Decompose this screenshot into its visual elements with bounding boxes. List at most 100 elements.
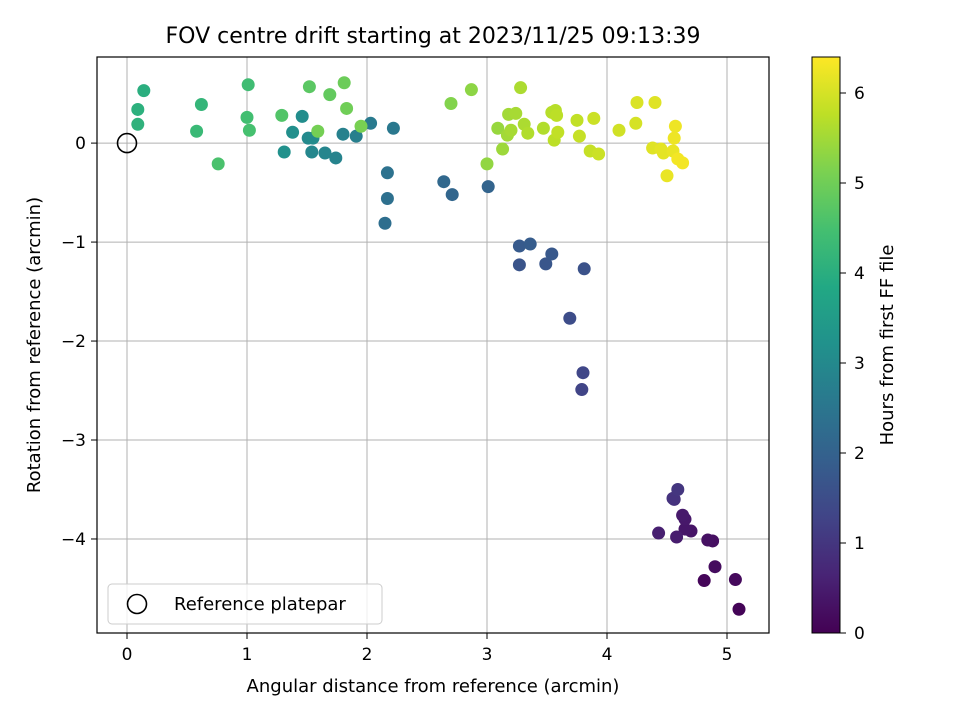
x-tick-label: 2 — [362, 645, 373, 665]
x-axis-label: Angular distance from reference (arcmin) — [247, 676, 620, 697]
colorbar-tick-label: 2 — [854, 444, 865, 464]
data-point — [676, 156, 690, 170]
data-point — [480, 157, 494, 171]
data-points — [131, 76, 746, 616]
colorbar-tick-label: 5 — [854, 174, 865, 194]
data-point — [137, 84, 151, 98]
colorbar-ticks: 0 1 2 3 4 5 6 — [840, 84, 865, 644]
data-point — [570, 113, 584, 127]
data-point — [575, 383, 589, 397]
data-point — [211, 157, 225, 171]
data-point — [668, 119, 682, 133]
data-point — [329, 151, 343, 165]
plot-frame — [96, 56, 770, 634]
y-tick-label: 0 — [75, 134, 86, 154]
data-point — [512, 258, 526, 272]
data-point — [701, 533, 715, 547]
data-point — [629, 116, 643, 130]
data-point — [539, 257, 553, 271]
colorbar-tick-label: 3 — [854, 354, 865, 374]
data-point — [512, 239, 526, 253]
colorbar — [811, 56, 841, 634]
data-point — [302, 80, 316, 94]
data-point — [523, 237, 537, 251]
data-point — [612, 123, 626, 137]
data-point — [577, 262, 591, 276]
colorbar-label: Hours from first FF file — [877, 245, 898, 446]
x-tick-label: 4 — [602, 645, 613, 665]
data-point — [563, 311, 577, 325]
data-point — [286, 125, 300, 139]
data-point — [732, 602, 746, 616]
data-point — [550, 108, 564, 122]
data-point — [728, 573, 742, 587]
data-point — [444, 97, 458, 111]
data-point — [630, 96, 644, 110]
data-point — [241, 78, 255, 92]
legend-box — [107, 583, 383, 625]
data-point — [194, 98, 208, 112]
data-point — [708, 560, 722, 574]
data-point — [652, 526, 666, 540]
data-point — [323, 88, 337, 102]
x-tick-label: 3 — [482, 645, 493, 665]
legend-marker-open-circle — [126, 593, 148, 615]
data-point — [670, 530, 684, 544]
data-point — [378, 216, 392, 230]
data-point — [305, 145, 319, 159]
data-point — [380, 192, 394, 206]
data-point — [380, 166, 394, 180]
data-point — [386, 121, 400, 135]
data-point — [676, 508, 690, 522]
data-point — [464, 83, 478, 97]
data-point — [545, 247, 559, 261]
data-point — [592, 147, 606, 161]
data-point — [551, 125, 565, 139]
data-point — [536, 121, 550, 135]
data-point — [131, 117, 145, 131]
data-point — [572, 129, 586, 143]
x-tick-label: 5 — [722, 645, 733, 665]
data-point — [318, 146, 332, 160]
data-point — [671, 482, 685, 496]
data-point — [277, 145, 291, 159]
data-point — [354, 119, 368, 133]
legend: Reference platepar — [107, 583, 383, 625]
data-point — [336, 127, 350, 141]
data-point — [349, 129, 363, 143]
data-point — [660, 169, 674, 183]
data-point — [337, 76, 351, 90]
data-point — [576, 366, 590, 380]
data-point — [242, 123, 256, 137]
legend-label: Reference platepar — [174, 594, 346, 615]
data-point — [587, 111, 601, 125]
data-point — [504, 123, 518, 137]
data-point — [311, 124, 325, 138]
colorbar-tick-label: 1 — [854, 534, 865, 554]
x-tick-label: 1 — [242, 645, 253, 665]
data-point — [275, 108, 289, 122]
data-point — [190, 124, 204, 138]
data-point — [521, 126, 535, 140]
y-tick-label: −3 — [61, 431, 86, 451]
data-point — [509, 106, 523, 120]
y-tick-label: −4 — [61, 530, 86, 550]
data-point — [131, 102, 145, 116]
x-tick-label: 0 — [122, 645, 133, 665]
data-point — [340, 101, 354, 115]
colorbar-tick-label: 4 — [854, 264, 865, 284]
reference-platepar-marker — [116, 132, 138, 154]
data-point — [697, 574, 711, 588]
data-point — [481, 180, 495, 194]
data-point — [678, 522, 692, 536]
data-point — [667, 131, 681, 145]
data-point — [437, 175, 451, 189]
y-tick-label: −2 — [61, 332, 86, 352]
data-point — [445, 188, 459, 202]
colorbar-tick-label: 0 — [854, 624, 865, 644]
data-point — [240, 110, 254, 124]
y-axis-label: Rotation from reference (arcmin) — [24, 197, 45, 493]
chart-title: FOV centre drift starting at 2023/11/25 … — [166, 24, 701, 49]
